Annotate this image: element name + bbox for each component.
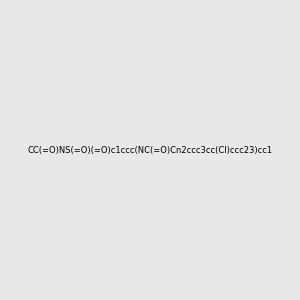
Text: CC(=O)NS(=O)(=O)c1ccc(NC(=O)Cn2ccc3cc(Cl)ccc23)cc1: CC(=O)NS(=O)(=O)c1ccc(NC(=O)Cn2ccc3cc(Cl… xyxy=(27,146,273,154)
